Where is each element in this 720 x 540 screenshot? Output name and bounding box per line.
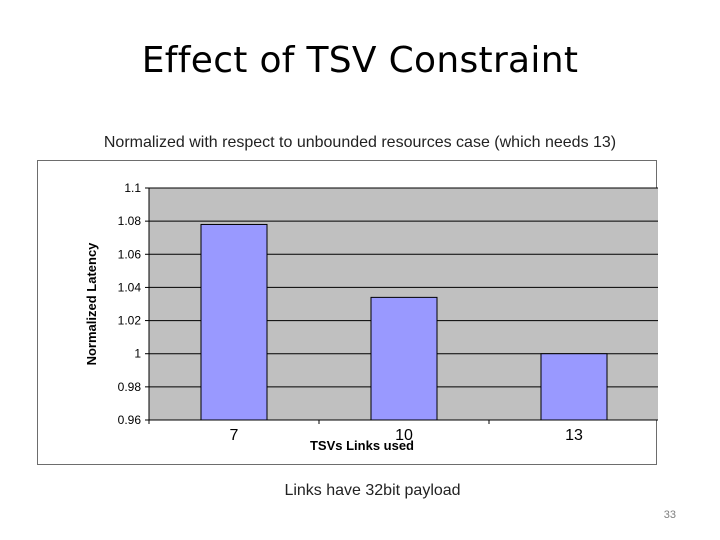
bar [200, 223, 268, 421]
chart-title: Normalized with respect to unbounded res… [103, 134, 617, 151]
x-axis-label: TSVs Links used [310, 438, 414, 453]
y-tick-label: 1.04 [118, 280, 142, 294]
chart-frame: 0.96 0.98 1 1.02 1.04 1.06 1.08 1.1 7 10 13 TSVs Li… [37, 160, 658, 465]
footnote: Links have 32bit payload [284, 482, 461, 499]
y-axis-label: Normalized Latency [84, 242, 99, 366]
x-tick-label: 7 [230, 427, 239, 444]
slide-title: Effect of TSV Constraint [141, 40, 579, 81]
y-tick-label: 1.06 [118, 247, 142, 261]
bar [370, 296, 438, 421]
bar-chart: 0.96 0.98 1 1.02 1.04 1.06 1.08 1.1 7 10 13 TSVs Li… [84, 181, 658, 453]
y-tick-label: 1.08 [118, 214, 142, 228]
x-tick-label: 13 [565, 427, 583, 444]
bar [540, 353, 608, 421]
y-tick-label: 0.98 [118, 380, 142, 394]
page-number: 33 [663, 509, 676, 521]
y-tick-label: 1.1 [124, 181, 141, 195]
y-tick-label: 1.02 [118, 314, 142, 328]
y-tick-label: 0.96 [118, 413, 142, 427]
y-tick-label: 1 [134, 347, 141, 361]
x-tick-label: 10 [395, 427, 413, 444]
